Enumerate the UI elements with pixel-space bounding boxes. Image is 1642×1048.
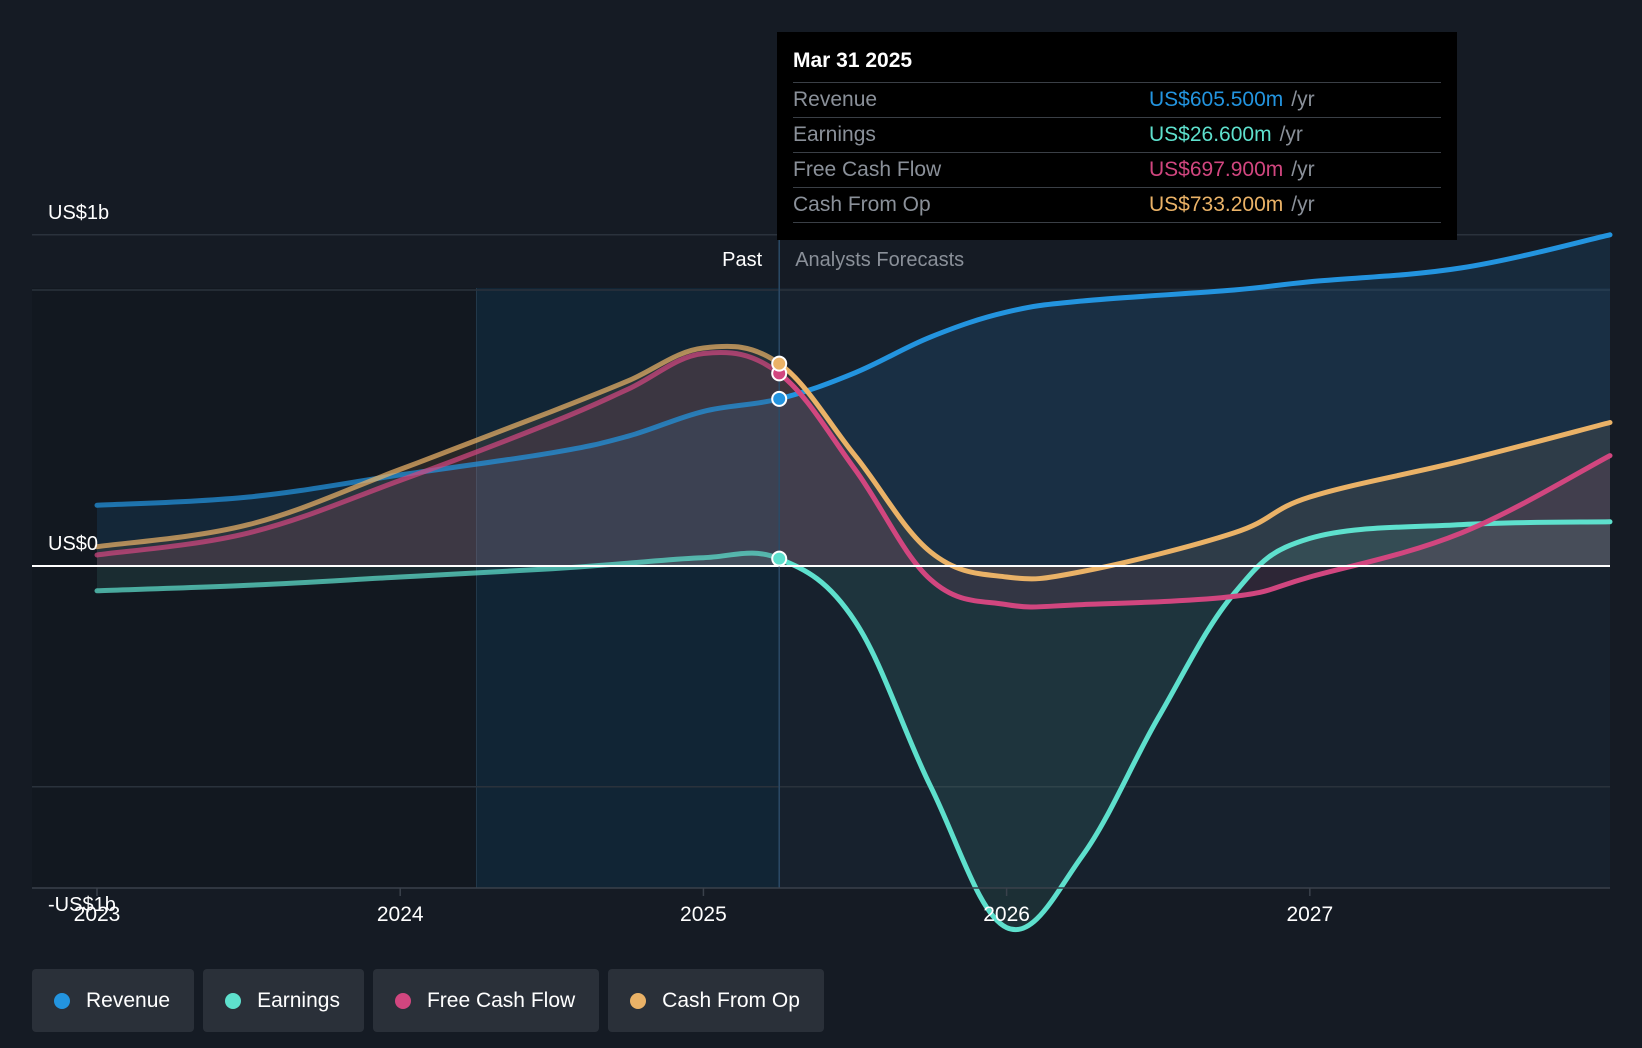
tooltip-value: US$697.900m [1149,158,1284,181]
earnings-dot-icon [225,992,242,1009]
tooltip-unit: /yr [1291,88,1315,111]
revenue-line-forecast [779,232,1613,402]
tooltip-row-earnings: Earnings US$26.600m /yr [793,117,1441,152]
earnings-area [97,521,1610,930]
x-tick-label: 2024 [377,903,424,926]
legend-label: Free Cash Flow [426,988,576,1012]
y-axis-label: US$1b [48,202,109,224]
earnings-marker [771,550,788,567]
earnings-line-forecast [779,519,1613,933]
legend-item-revenue[interactable]: Revenue [32,969,195,1032]
forecast-region [779,288,1610,888]
x-tick-label: 2026 [983,903,1030,926]
free-cash-flow-line-past [94,349,780,558]
forecast-label: Analysts Forecasts [795,249,964,271]
legend-label: Cash From Op [662,988,800,1012]
highlight-start-line [476,288,478,888]
revenue-dot-icon [54,992,70,1009]
free-cash-flow-area [97,352,1610,607]
tooltip: Mar 31 2025 Revenue US$605.500m /yr Earn… [777,32,1457,240]
earnings-line-past [94,550,780,594]
cash-from-op-dot-icon [630,992,647,1009]
tooltip-row-revenue: Revenue US$605.500m /yr [793,82,1441,117]
tooltip-row-free-cash-flow: Free Cash Flow US$697.900m /yr [793,152,1441,187]
y-axis-label: -US$1b [48,894,116,916]
x-axis-ticks: 2023 2024 2025 2026 2027 [74,888,1333,926]
past-label: Past [722,249,762,271]
tooltip-unit: /yr [1279,123,1303,146]
cash-from-op-area [97,346,1610,579]
revenue-area [97,234,1610,567]
tooltip-name: Revenue [793,88,878,111]
cash-from-op-line-forecast [779,360,1613,582]
series-areas [97,234,1610,930]
tooltip-unit: /yr [1291,193,1315,216]
legend-item-free-cash-flow[interactable]: Free Cash Flow [372,969,600,1032]
tooltip-date: Mar 31 2025 [793,49,913,72]
tooltip-name: Cash From Op [793,193,931,216]
series-markers [771,355,788,567]
tooltip-unit: /yr [1291,158,1315,181]
cash-from-op-marker [771,355,788,372]
x-tick-label: 2027 [1286,903,1333,926]
cash-from-op-line-past [94,343,780,550]
y-axis-labels: US$1b US$0 -US$1b [48,202,116,916]
free-cash-flow-dot-icon [394,992,411,1009]
tooltip-value: US$605.500m [1149,88,1284,111]
tooltip-value: US$733.200m [1149,193,1284,216]
tooltip-name: Earnings [793,123,876,146]
x-tick-label: 2025 [680,903,727,926]
legend-label: Earnings [257,988,340,1012]
free-cash-flow-line-forecast [779,370,1613,610]
tooltip-value: US$26.600m [1149,123,1272,146]
revenue-line-past [94,396,780,508]
y-axis-label: US$0 [48,533,98,555]
legend-label: Revenue [86,988,171,1012]
legend-item-cash-from-op[interactable]: Cash From Op [608,969,824,1032]
x-tick-label: 2023 [74,903,121,926]
series-lines [94,232,1613,933]
legend-item-earnings[interactable]: Earnings [203,969,364,1032]
legend: Revenue Earnings Free Cash Flow Cash Fro… [32,969,824,1032]
revenue-marker [771,390,788,407]
tooltip-name: Free Cash Flow [793,158,942,181]
tooltip-row-cash-from-op: Cash From Op US$733.200m /yr [793,187,1441,223]
